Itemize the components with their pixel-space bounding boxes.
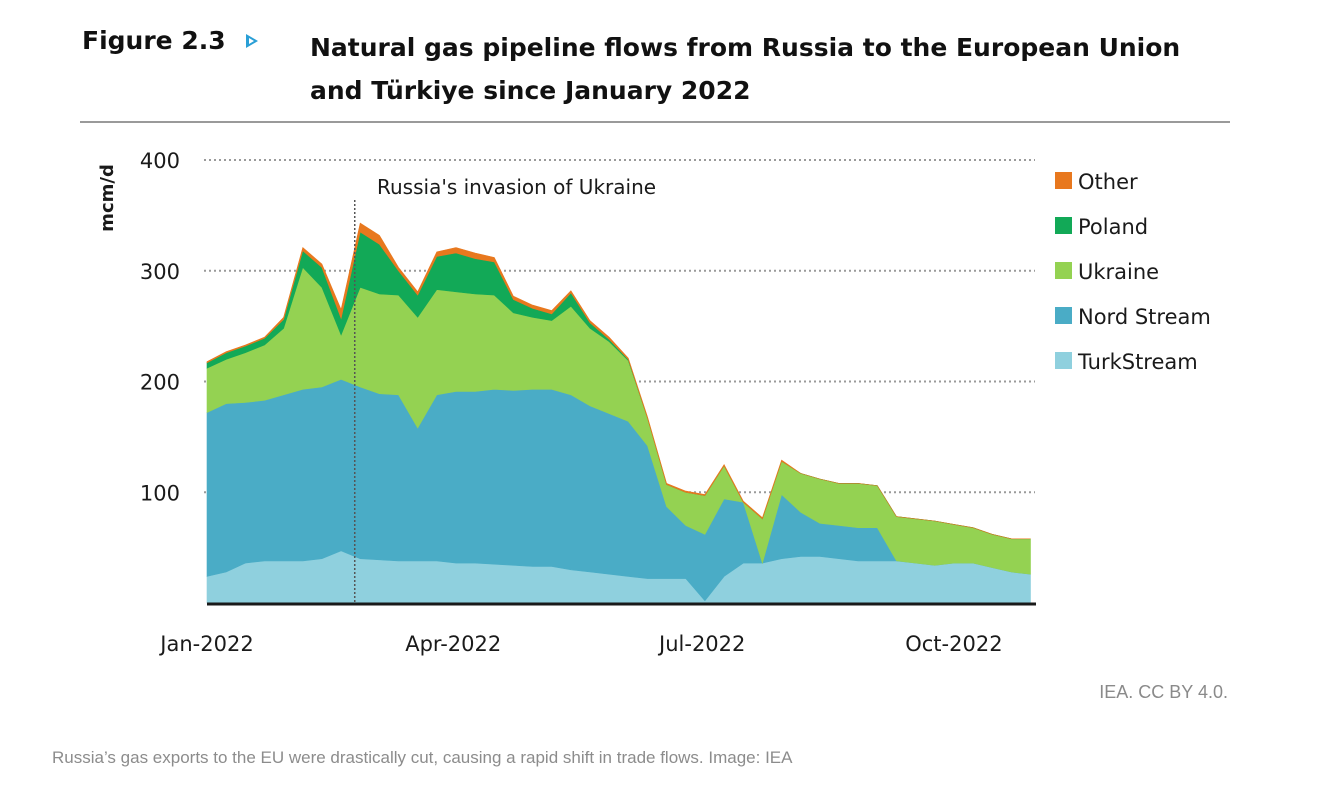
figure-title: Natural gas pipeline flows from Russia t… bbox=[310, 33, 1181, 105]
legend: Other Poland Ukraine Nord Stream TurkStream bbox=[1055, 170, 1211, 374]
legend-label-poland: Poland bbox=[1078, 215, 1148, 239]
legend-label-other: Other bbox=[1078, 170, 1138, 194]
axes bbox=[207, 200, 1036, 606]
y-tick-label-300: 300 bbox=[140, 260, 180, 284]
x-tick-label-apr-2022: Apr-2022 bbox=[405, 632, 501, 656]
legend-swatch-nord-stream bbox=[1055, 307, 1072, 324]
y-tick-label-100: 100 bbox=[140, 481, 180, 505]
play-arrow-icon bbox=[246, 34, 258, 48]
x-tick-label-oct-2022: Oct-2022 bbox=[905, 632, 1002, 656]
image-caption: Russia’s gas exports to the EU were dras… bbox=[52, 748, 793, 767]
legend-swatch-other bbox=[1055, 172, 1072, 189]
axis-labels: 100 200 300 400 mcm/d Russia's invasion of Uk… bbox=[97, 149, 1003, 656]
legend-swatch-ukraine bbox=[1055, 262, 1072, 279]
area-series bbox=[206, 222, 1031, 604]
y-tick-label-400: 400 bbox=[140, 149, 180, 173]
title-divider bbox=[80, 121, 1230, 123]
legend-label-turkstream: TurkStream bbox=[1077, 350, 1198, 374]
area-other bbox=[206, 222, 1031, 540]
legend-swatch-poland bbox=[1055, 217, 1072, 234]
legend-swatch-turkstream bbox=[1055, 352, 1072, 369]
y-tick-label-200: 200 bbox=[140, 371, 180, 395]
legend-label-ukraine: Ukraine bbox=[1078, 260, 1159, 284]
legend-label-nord-stream: Nord Stream bbox=[1078, 305, 1211, 329]
y-axis-title: mcm/d bbox=[97, 164, 118, 232]
x-tick-label-jan-2022: Jan-2022 bbox=[158, 632, 253, 656]
source-credit: IEA. CC BY 4.0. bbox=[1099, 682, 1228, 702]
figure-label: Figure 2.3 bbox=[82, 26, 226, 55]
x-tick-label-jul-2022: Jul-2022 bbox=[657, 632, 745, 656]
invasion-annotation: Russia's invasion of Ukraine bbox=[377, 175, 656, 199]
